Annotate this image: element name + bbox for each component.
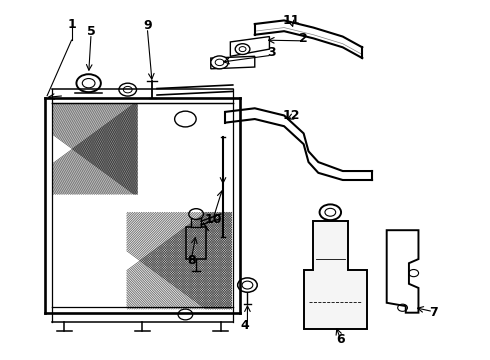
Polygon shape — [387, 230, 418, 313]
Text: 8: 8 — [187, 254, 196, 267]
Circle shape — [189, 209, 203, 220]
Text: 2: 2 — [299, 32, 308, 45]
Text: 12: 12 — [283, 109, 300, 122]
Circle shape — [211, 56, 228, 69]
Circle shape — [174, 111, 196, 127]
Polygon shape — [304, 221, 367, 329]
Text: 11: 11 — [283, 14, 300, 27]
Circle shape — [319, 204, 341, 220]
Text: 7: 7 — [429, 306, 438, 319]
Text: 9: 9 — [143, 19, 151, 32]
Circle shape — [76, 74, 101, 92]
Text: 5: 5 — [87, 25, 96, 38]
Polygon shape — [230, 37, 270, 56]
Text: 3: 3 — [268, 46, 276, 59]
Text: 10: 10 — [204, 213, 222, 226]
Text: 6: 6 — [336, 333, 344, 346]
Circle shape — [235, 44, 250, 54]
Polygon shape — [211, 56, 255, 69]
Bar — [191, 218, 201, 226]
Circle shape — [119, 83, 137, 96]
Text: 1: 1 — [67, 18, 76, 31]
Bar — [186, 226, 206, 259]
Text: 4: 4 — [241, 319, 249, 332]
Circle shape — [238, 278, 257, 292]
